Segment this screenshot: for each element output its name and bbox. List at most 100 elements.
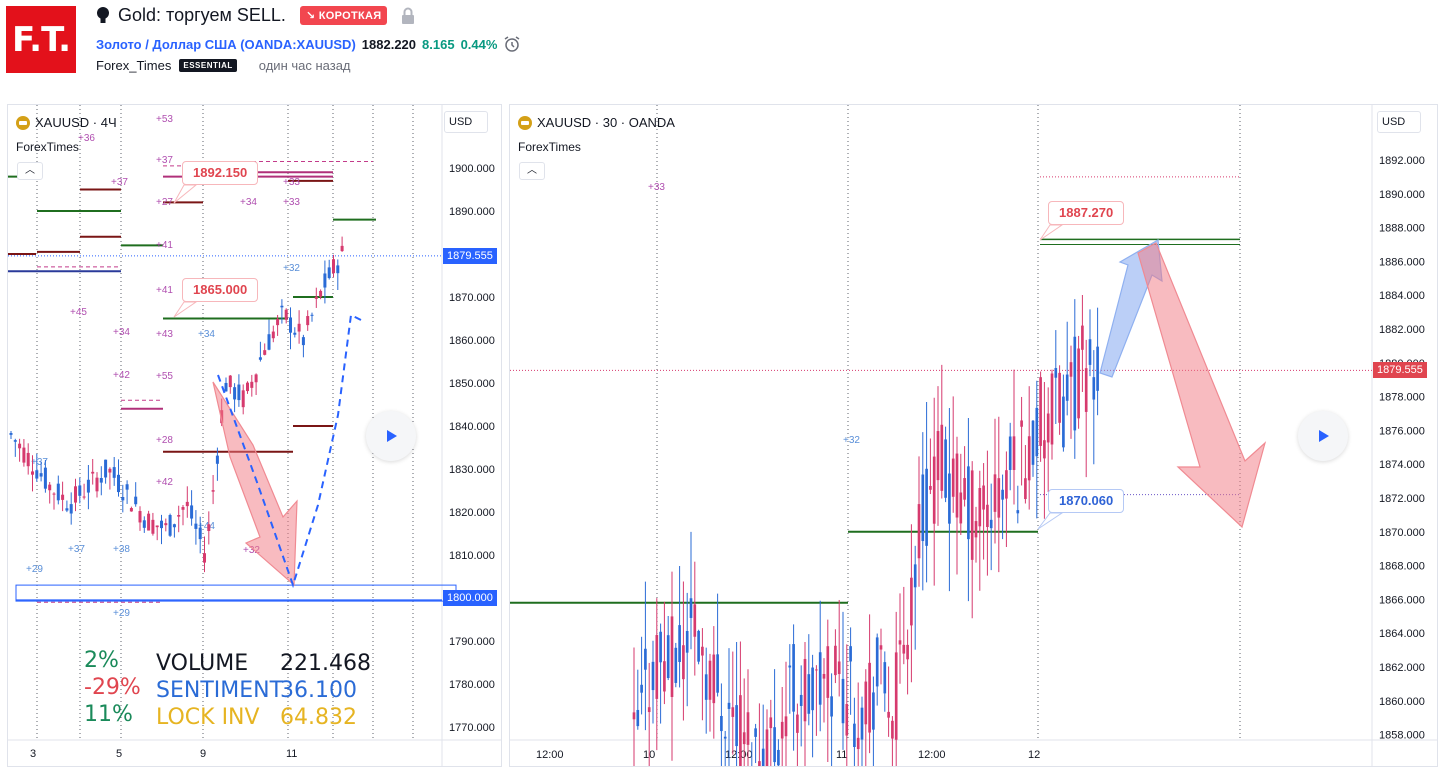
volume-value: 221.468 (280, 651, 371, 676)
right-candle-body (670, 616, 674, 697)
left-candle-body (48, 484, 52, 491)
price-axis-tick: 1878.000 (1379, 392, 1425, 404)
right-candle-body (697, 630, 700, 662)
left-candle-body (22, 447, 26, 463)
right-candle-body (807, 674, 811, 714)
time-axis-tick: 12 (1028, 749, 1040, 761)
left-candle-body (323, 273, 327, 288)
left-candle-body (181, 507, 185, 510)
level-label: +41 (156, 240, 173, 251)
right-candle-body (818, 652, 822, 705)
callout-pointer (173, 184, 198, 204)
right-candle-body (875, 637, 879, 687)
collapse-legend-button[interactable]: ︿ (17, 162, 43, 180)
right-candle-body (929, 485, 932, 490)
right-callout-low[interactable]: 1870.060 (1048, 489, 1125, 513)
time-axis-tick: 12:00 (725, 749, 753, 761)
play-icon (387, 430, 397, 442)
right-candle-body (815, 669, 818, 671)
sentiment-label: SENTIMENT (156, 678, 284, 703)
left-candle-body (116, 474, 121, 493)
left-candle-body (134, 496, 138, 505)
right-candle-body (1001, 489, 1004, 500)
right-chart-panel[interactable]: 1892.000 1890.000 1888.000 1886.000 1884.000… (509, 104, 1438, 767)
left-callout-high[interactable]: 1892.150 (182, 161, 259, 185)
left-candle-body (13, 440, 17, 442)
price-axis-tick: 1874.000 (1379, 459, 1425, 471)
price-axis-tick: 1840.000 (449, 421, 495, 433)
left-chart-panel[interactable]: 1900.0001890.0001880.0001870.0001860.000… (7, 104, 502, 767)
right-play-button[interactable] (1298, 411, 1348, 461)
right-candle-body (906, 644, 909, 660)
price-axis-tick: 1876.000 (1379, 425, 1425, 437)
price-axis-tick: 1888.000 (1379, 223, 1425, 235)
right-candle-body (712, 654, 716, 704)
right-candle-body (693, 604, 697, 637)
left-candle-body (61, 494, 65, 500)
left-candle-body (271, 331, 275, 339)
price-axis-tick: 1892.000 (1379, 155, 1425, 167)
right-candle-body (647, 707, 651, 713)
left-candle-body (194, 523, 198, 529)
right-candle-body (932, 456, 936, 524)
right-candle-body (758, 761, 761, 766)
lock-icon (402, 7, 415, 24)
left-candle-body (293, 332, 297, 335)
left-candle-body (288, 317, 293, 333)
left-candle-body (198, 527, 202, 540)
left-candle-body (224, 382, 228, 392)
right-candle-body (845, 704, 849, 736)
price-axis-tick: 1780.000 (449, 679, 495, 691)
author-name[interactable]: Forex_Times (96, 58, 172, 73)
collapse-legend-button[interactable]: ︿ (519, 162, 545, 180)
level-label: +37 (68, 544, 85, 555)
right-candle-body (765, 729, 769, 766)
left-candle-body (35, 470, 39, 479)
right-candle-body (841, 678, 845, 724)
time-axis-tick: 12:00 (918, 749, 946, 761)
left-candle-body (121, 497, 125, 501)
left-candle-body (319, 290, 323, 297)
right-candle-body (1039, 377, 1042, 446)
left-currency-button[interactable]: USD (444, 111, 488, 133)
right-chart-canvas[interactable]: 1892.000 1890.000 1888.000 1886.000 1884.000… (510, 105, 1438, 767)
right-candle-body (640, 684, 643, 693)
price-axis-tick: 1860.000 (1379, 696, 1425, 708)
level-label: +37 (111, 177, 128, 188)
price-axis-tick: 1890.000 (1379, 189, 1425, 201)
left-candle-body (172, 524, 176, 528)
level-label: +33 (283, 197, 300, 208)
left-candle-body (263, 350, 267, 355)
left-candle-body (177, 515, 181, 517)
level-label: +34 (113, 327, 130, 338)
left-candle-body (190, 505, 194, 519)
right-candle-body (970, 470, 974, 560)
right-candle-body (678, 625, 681, 662)
symbol-link[interactable]: Золото / Доллар США (OANDA:XAUUSD) (96, 36, 356, 52)
alarm-clock-icon[interactable] (503, 35, 521, 53)
left-callout-low[interactable]: 1865.000 (182, 278, 259, 302)
right-candle-body (739, 695, 742, 766)
right-candle-body (1088, 339, 1092, 365)
level-label: +27 (156, 197, 173, 208)
left-candle-body (65, 508, 69, 511)
left-chart-canvas[interactable]: 1900.0001890.0001880.0001870.0001860.000… (8, 105, 502, 767)
time-axis-tick: 12:00 (536, 749, 564, 761)
level-label: +37 (31, 457, 48, 468)
left-candle-body (78, 485, 82, 496)
left-candle-body (207, 524, 211, 531)
right-candle-body (792, 644, 795, 712)
left-play-button[interactable] (366, 411, 416, 461)
right-currency-button[interactable]: USD (1377, 111, 1421, 133)
right-candle-body (887, 711, 890, 718)
right-candle-body (1016, 510, 1020, 514)
left-candle-body (73, 486, 78, 503)
author-logo[interactable]: F.T. (6, 6, 76, 73)
right-candle-body (860, 707, 864, 740)
left-candle-body (108, 468, 112, 473)
left-candle-body (18, 443, 22, 449)
left-candle-body (284, 309, 288, 320)
right-callout-high[interactable]: 1887.270 (1048, 201, 1125, 225)
right-candle-body (891, 720, 894, 739)
right-candle-body (1050, 373, 1054, 445)
